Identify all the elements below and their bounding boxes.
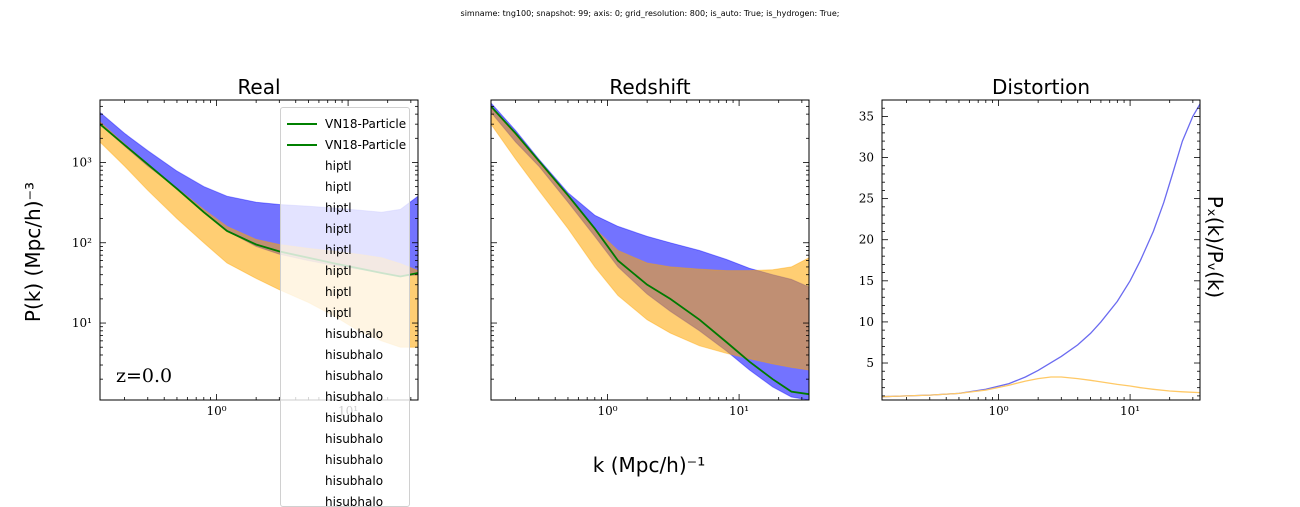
legend-label: hisubhalo <box>325 369 383 383</box>
legend-entry: hiptl <box>281 239 409 260</box>
legend-entry: hisubhalo <box>281 407 409 428</box>
distortion-title: Distortion <box>992 75 1090 99</box>
distortion-ytick-label-0: 5 <box>866 356 874 370</box>
distortion-ylabel: Pₓ(k)/Pᵥ(k) <box>1203 196 1227 298</box>
real-annotation: z=0.0 <box>116 365 172 387</box>
distortion-ytick-label-2: 15 <box>859 274 874 288</box>
distortion-plot-area <box>882 104 1200 397</box>
legend-label: hisubhalo <box>325 495 383 507</box>
legend-entry: VN18-Particle <box>281 113 409 134</box>
legend-swatch <box>287 123 317 125</box>
legend-entry: hisubhalo <box>281 365 409 386</box>
real-title: Real <box>237 75 280 99</box>
legend-swatch <box>287 438 317 440</box>
distortion-ytick-label-4: 25 <box>859 192 874 206</box>
legend-entry: hiptl <box>281 281 409 302</box>
distortion-y-ticks <box>882 108 1200 396</box>
legend-label: hisubhalo <box>325 327 383 341</box>
legend-swatch <box>287 417 317 419</box>
legend-swatch <box>287 459 317 461</box>
real-ytick-label-0: 10¹ <box>72 316 92 330</box>
legend-label: hiptl <box>325 306 352 320</box>
legend-label: VN18-Particle <box>325 117 406 131</box>
legend-swatch <box>287 207 317 209</box>
real-ylabel: P(k) (Mpc/h)⁻³ <box>21 182 45 322</box>
legend-swatch <box>287 480 317 482</box>
legend-swatch <box>287 228 317 230</box>
legend: VN18-Particle VN18-Particle hiptl hiptl hipt… <box>280 107 410 507</box>
legend-entry: hisubhalo <box>281 386 409 407</box>
legend-label: hiptl <box>325 180 352 194</box>
legend-entry: hiptl <box>281 260 409 281</box>
legend-label: hisubhalo <box>325 411 383 425</box>
legend-entry: VN18-Particle <box>281 134 409 155</box>
distortion-ytick-label-6: 35 <box>859 109 874 123</box>
legend-label: hisubhalo <box>325 474 383 488</box>
legend-swatch <box>287 186 317 188</box>
legend-entry: hisubhalo <box>281 491 409 507</box>
legend-entry: hiptl <box>281 218 409 239</box>
legend-label: VN18-Particle <box>325 138 406 152</box>
legend-entry: hisubhalo <box>281 428 409 449</box>
legend-swatch <box>287 375 317 377</box>
redshift-title: Redshift <box>609 75 690 99</box>
distortion-line-0 <box>882 104 1200 397</box>
legend-label: hiptl <box>325 201 352 215</box>
distortion-xtick-label-0: 10⁰ <box>989 404 1009 418</box>
legend-label: hiptl <box>325 285 352 299</box>
legend-label: hisubhalo <box>325 432 383 446</box>
legend-swatch <box>287 144 317 146</box>
legend-swatch <box>287 333 317 335</box>
legend-swatch <box>287 312 317 314</box>
legend-entry: hisubhalo <box>281 449 409 470</box>
legend-label: hiptl <box>325 264 352 278</box>
distortion-xtick-label-1: 10¹ <box>1120 404 1140 418</box>
legend-swatch <box>287 270 317 272</box>
legend-swatch <box>287 291 317 293</box>
panel-distortion: Distortion 10⁰ 10¹ 5 10 15 20 25 30 35 <box>859 75 1200 418</box>
redshift-xtick-label-0: 10⁰ <box>598 404 618 418</box>
distortion-x-ticks <box>907 100 1193 400</box>
legend-entry: hisubhalo <box>281 344 409 365</box>
distortion-line-1 <box>882 377 1200 397</box>
legend-entry: hiptl <box>281 197 409 218</box>
legend-swatch <box>287 165 317 167</box>
legend-label: hisubhalo <box>325 390 383 404</box>
legend-swatch <box>287 249 317 251</box>
real-ytick-label-2: 10³ <box>72 155 92 169</box>
distortion-ytick-label-5: 30 <box>859 151 874 165</box>
real-ytick-label-1: 10² <box>72 236 92 250</box>
legend-label: hisubhalo <box>325 348 383 362</box>
legend-label: hiptl <box>325 222 352 236</box>
legend-entry: hiptl <box>281 302 409 323</box>
legend-entry: hisubhalo <box>281 470 409 491</box>
redshift-xtick-label-1: 10¹ <box>729 404 749 418</box>
legend-entry: hiptl <box>281 176 409 197</box>
legend-entry: hisubhalo <box>281 323 409 344</box>
legend-swatch <box>287 354 317 356</box>
panel-redshift: Redshift 10⁰ 10¹ <box>491 75 809 418</box>
redshift-plot-area <box>491 103 809 400</box>
legend-label: hisubhalo <box>325 453 383 467</box>
distortion-ytick-label-1: 10 <box>859 315 874 329</box>
legend-label: hiptl <box>325 243 352 257</box>
real-xtick-label-0: 10⁰ <box>207 404 227 418</box>
shared-xlabel: k (Mpc/h)⁻¹ <box>593 453 705 477</box>
distortion-ytick-label-3: 20 <box>859 233 874 247</box>
legend-entry: hiptl <box>281 155 409 176</box>
legend-swatch <box>287 396 317 398</box>
legend-swatch <box>287 501 317 503</box>
legend-label: hiptl <box>325 159 352 173</box>
distortion-axes-frame <box>882 100 1200 400</box>
